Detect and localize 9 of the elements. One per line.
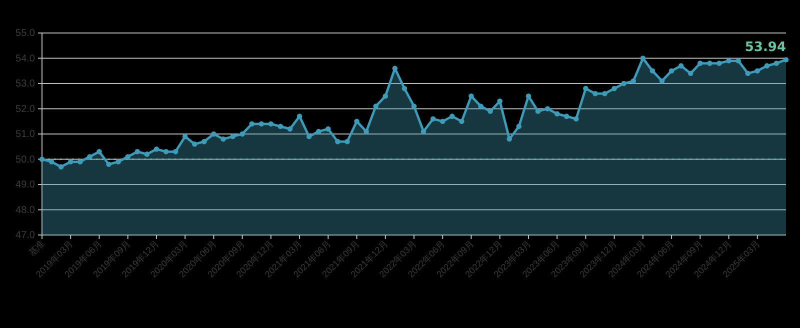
y-tick-label: 51.0 [16, 129, 36, 140]
y-tick-label: 52.0 [16, 104, 36, 115]
data-label: 53.94 [744, 40, 786, 55]
y-tick-label: 50.0 [16, 154, 36, 166]
y-tick-label: 53.0 [16, 78, 36, 90]
y-tick-label: 48.0 [16, 204, 36, 216]
y-tick-label: 55.0 [16, 28, 36, 40]
y-tick-label: 54.0 [16, 53, 36, 64]
y-tick-label: 49.0 [16, 180, 36, 191]
